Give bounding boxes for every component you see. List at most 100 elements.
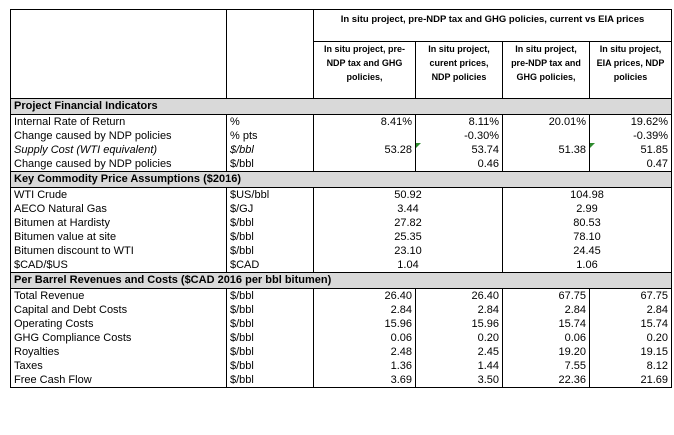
cell-value: 8.12 xyxy=(589,359,672,373)
cell-eia-price: 1.06 xyxy=(502,258,672,273)
row-label: Free Cash Flow xyxy=(10,373,227,388)
cell-value: 0.47 xyxy=(589,157,672,172)
section-header-revenues: Per Barrel Revenues and Costs ($CAD 2016… xyxy=(10,272,672,289)
table-row: WTI Crude $US/bbl 50.92 104.98 xyxy=(10,187,672,202)
row-unit: $CAD xyxy=(226,258,314,273)
table-row: Taxes $/bbl 1.36 1.44 7.55 8.12 xyxy=(10,359,672,373)
table-row: AECO Natural Gas $/GJ 3.44 2.99 xyxy=(10,202,672,216)
table-row: Royalties $/bbl 2.48 2.45 19.20 19.15 xyxy=(10,345,672,359)
cell-value: 0.06 xyxy=(313,331,416,345)
cell-value-commented: 53.74 xyxy=(415,143,503,157)
cell-value: 22.36 xyxy=(502,373,590,388)
cell-value: 2.45 xyxy=(415,345,503,359)
cell-value: 2.84 xyxy=(313,303,416,317)
row-unit: $/bbl xyxy=(226,359,314,373)
financial-table: In situ project, pre-NDP tax and GHG pol… xyxy=(10,9,672,388)
cell-value: 19.20 xyxy=(502,345,590,359)
row-label: Supply Cost (WTI equivalent) xyxy=(10,143,227,157)
table-row: Change caused by NDP policies % pts -0.3… xyxy=(10,129,672,143)
row-label: Bitumen at Hardisty xyxy=(10,216,227,230)
row-unit: $US/bbl xyxy=(226,187,314,202)
section-title: Project Financial Indicators xyxy=(10,98,672,115)
row-unit: $/bbl xyxy=(226,216,314,230)
cell-value: -0.30% xyxy=(415,129,503,143)
cell-eia-price: 2.99 xyxy=(502,202,672,216)
cell-value: 3.69 xyxy=(313,373,416,388)
section-header-prices: Key Commodity Price Assumptions ($2016) xyxy=(10,171,672,188)
row-unit: $/bbl xyxy=(226,157,314,172)
cell-value: 2.48 xyxy=(313,345,416,359)
cell-value: 2.84 xyxy=(589,303,672,317)
row-label: Bitumen discount to WTI xyxy=(10,244,227,258)
row-label: $CAD/$US xyxy=(10,258,227,273)
table-row: Bitumen at Hardisty $/bbl 27.82 80.53 xyxy=(10,216,672,230)
row-label: Change caused by NDP policies xyxy=(10,129,227,143)
column-header-4: In situ project, EIA prices, NDP policie… xyxy=(589,41,672,99)
cell-value: 8.11% xyxy=(415,114,503,129)
cell-current-price: 1.04 xyxy=(313,258,503,273)
cell-value: 19.15 xyxy=(589,345,672,359)
cell-value xyxy=(502,157,590,172)
column-header-3: In situ project, pre-NDP tax and GHG pol… xyxy=(502,41,590,99)
cell-value: 0.06 xyxy=(502,331,590,345)
cell-value: 53.28 xyxy=(313,143,416,157)
cell-value: 2.84 xyxy=(502,303,590,317)
cell-value: 3.50 xyxy=(415,373,503,388)
row-label: Operating Costs xyxy=(10,317,227,331)
cell-value: 67.75 xyxy=(502,288,590,303)
row-label: Taxes xyxy=(10,359,227,373)
cell-eia-price: 80.53 xyxy=(502,216,672,230)
header-row-title: In situ project, pre-NDP tax and GHG pol… xyxy=(10,9,672,99)
cell-value: 21.69 xyxy=(589,373,672,388)
table-row: $CAD/$US $CAD 1.04 1.06 xyxy=(10,258,672,273)
cell-value: 15.96 xyxy=(415,317,503,331)
cell-value: 8.41% xyxy=(313,114,416,129)
cell-value: 0.46 xyxy=(415,157,503,172)
row-label: Royalties xyxy=(10,345,227,359)
cell-value: 15.74 xyxy=(589,317,672,331)
cell-eia-price: 24.45 xyxy=(502,244,672,258)
cell-current-price: 23.10 xyxy=(313,244,503,258)
cell-current-price: 27.82 xyxy=(313,216,503,230)
row-label: Bitumen value at site xyxy=(10,230,227,244)
column-header-2: In situ project, curent prices, NDP poli… xyxy=(415,41,503,99)
section-header-financial: Project Financial Indicators xyxy=(10,98,672,115)
section-title: Key Commodity Price Assumptions ($2016) xyxy=(10,171,672,188)
table-row: Internal Rate of Return % 8.41% 8.11% 20… xyxy=(10,114,672,129)
row-unit: $/bbl xyxy=(226,345,314,359)
cell-value: 0.20 xyxy=(415,331,503,345)
column-header-1: In situ project, pre-NDP tax and GHG pol… xyxy=(313,41,416,99)
row-unit: $/bbl xyxy=(226,230,314,244)
cell-value: 1.36 xyxy=(313,359,416,373)
row-label: WTI Crude xyxy=(10,187,227,202)
table-row: Bitumen discount to WTI $/bbl 23.10 24.4… xyxy=(10,244,672,258)
table-row: Capital and Debt Costs $/bbl 2.84 2.84 2… xyxy=(10,303,672,317)
cell-value: 7.55 xyxy=(502,359,590,373)
header-empty-cell xyxy=(10,9,227,99)
table-row: Change caused by NDP policies $/bbl 0.46… xyxy=(10,157,672,172)
row-unit: $/bbl xyxy=(226,331,314,345)
cell-value: 1.44 xyxy=(415,359,503,373)
table-row: Free Cash Flow $/bbl 3.69 3.50 22.36 21.… xyxy=(10,373,672,388)
row-label: Change caused by NDP policies xyxy=(10,157,227,172)
cell-current-price: 3.44 xyxy=(313,202,503,216)
cell-value: 0.20 xyxy=(589,331,672,345)
table-row: Bitumen value at site $/bbl 25.35 78.10 xyxy=(10,230,672,244)
cell-value: 15.74 xyxy=(502,317,590,331)
cell-value xyxy=(313,157,416,172)
cell-eia-price: 78.10 xyxy=(502,230,672,244)
header-empty-unit-cell xyxy=(226,9,314,99)
cell-value: 20.01% xyxy=(502,114,590,129)
cell-value: 51.38 xyxy=(502,143,590,157)
section-title: Per Barrel Revenues and Costs ($CAD 2016… xyxy=(10,272,672,289)
cell-current-price: 50.92 xyxy=(313,187,503,202)
header-row-columns: In situ project, pre-NDP tax and GHG pol… xyxy=(11,41,672,99)
row-label: Total Revenue xyxy=(10,288,227,303)
cell-value xyxy=(502,129,590,143)
header-title: In situ project, pre-NDP tax and GHG pol… xyxy=(313,9,672,42)
cell-value: 26.40 xyxy=(313,288,416,303)
table-row: Supply Cost (WTI equivalent) $/bbl 53.28… xyxy=(10,143,672,157)
row-unit: $/bbl xyxy=(226,303,314,317)
cell-value: 19.62% xyxy=(589,114,672,129)
